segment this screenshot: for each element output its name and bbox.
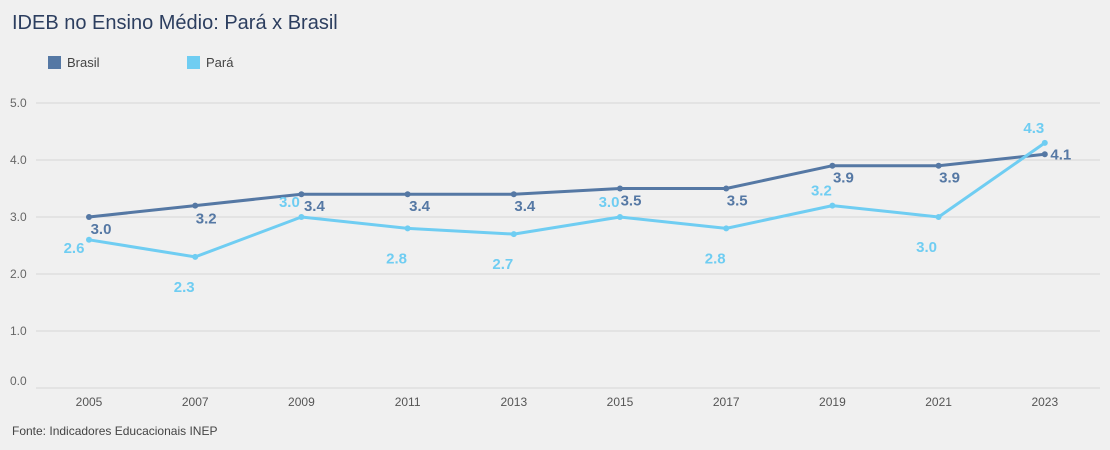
- x-tick-label: 2023: [1031, 395, 1058, 409]
- data-label: 2.6: [64, 240, 85, 257]
- data-label: 3.5: [727, 193, 748, 210]
- data-point: [935, 214, 942, 220]
- data-label: 4.1: [1050, 146, 1071, 163]
- x-tick-label: 2021: [925, 395, 952, 409]
- data-point: [510, 231, 517, 238]
- x-tick-label: 2007: [182, 395, 209, 409]
- y-tick-label: 4.0: [10, 153, 27, 167]
- data-point: [1041, 139, 1048, 146]
- data-label: 3.2: [196, 211, 217, 228]
- x-tick-label: 2017: [713, 395, 740, 409]
- data-point: [617, 214, 623, 220]
- series-line-1: [87, 141, 1047, 259]
- data-label: 3.0: [916, 239, 937, 256]
- series-line-0: [87, 152, 1047, 219]
- data-point: [829, 162, 836, 169]
- data-point: [404, 191, 411, 198]
- data-label: 2.7: [492, 256, 513, 273]
- data-label: 3.2: [811, 183, 832, 200]
- y-tick-label: 3.0: [10, 210, 27, 224]
- data-label: 3.4: [304, 198, 326, 215]
- data-label: 4.3: [1023, 120, 1044, 137]
- chart-title: IDEB no Ensino Médio: Pará x Brasil: [12, 12, 338, 34]
- legend-label-brasil: Brasil: [67, 55, 100, 70]
- data-point: [86, 236, 92, 243]
- data-point: [86, 214, 92, 220]
- data-label: 3.4: [514, 198, 536, 215]
- legend-swatch-para: [187, 56, 200, 69]
- legend-label-para: Pará: [206, 55, 234, 70]
- data-point: [723, 185, 730, 192]
- data-label: 2.8: [386, 250, 407, 267]
- data-label: 2.8: [705, 250, 726, 267]
- data-label: 3.9: [939, 170, 960, 187]
- y-tick-label: 5.0: [10, 96, 27, 110]
- legend-swatch-brasil: [48, 56, 61, 69]
- legend-item-para[interactable]: Pará: [187, 55, 233, 70]
- data-point: [617, 185, 623, 192]
- data-point: [935, 162, 942, 169]
- data-label: 3.9: [833, 170, 854, 187]
- source-note: Fonte: Indicadores Educacionais INEP: [12, 424, 218, 438]
- data-point: [723, 225, 730, 232]
- y-tick-label: 0.0: [10, 374, 27, 388]
- data-point: [192, 202, 199, 209]
- data-label: 3.4: [409, 198, 431, 215]
- line-chart: 0.0 1.0 2.0 3.0 4.0 5.0 2005 2007 2009 2011 2013 20…: [10, 96, 1100, 409]
- y-tick-label: 2.0: [10, 267, 27, 281]
- x-tick-label: 2019: [819, 395, 846, 409]
- data-label: 3.0: [279, 194, 300, 211]
- x-tick-label: 2005: [76, 395, 103, 409]
- x-tick-label: 2009: [288, 395, 315, 409]
- x-tick-label: 2015: [607, 395, 634, 409]
- data-label: 3.0: [599, 194, 620, 211]
- data-point: [298, 214, 305, 220]
- data-label: 3.0: [91, 221, 112, 238]
- data-point: [829, 202, 836, 209]
- data-label: 3.5: [621, 193, 642, 210]
- data-point: [510, 191, 517, 198]
- x-tick-label: 2011: [395, 395, 421, 409]
- data-point: [192, 253, 199, 260]
- data-point: [404, 225, 411, 232]
- x-tick-label: 2013: [500, 395, 527, 409]
- data-label: 2.3: [174, 279, 195, 296]
- y-tick-label: 1.0: [10, 324, 27, 338]
- data-point: [298, 191, 305, 198]
- legend-item-brasil[interactable]: Brasil: [48, 55, 100, 70]
- data-point: [1041, 151, 1048, 158]
